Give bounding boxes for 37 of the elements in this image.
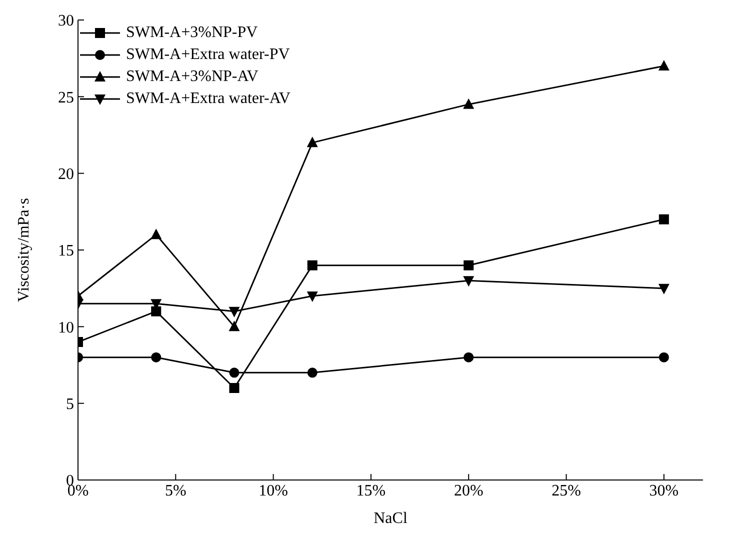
point [658, 214, 669, 224]
x-tick-label: 15% [356, 482, 386, 500]
x-tick-label: 10% [258, 482, 288, 500]
legend-label: SWM-A+3%NP-PV [126, 24, 258, 42]
point [658, 60, 670, 70]
point [464, 260, 474, 270]
legend-label: SWM-A+3%NP-AV [126, 68, 258, 86]
point [658, 352, 669, 362]
x-tick-label: 30% [649, 482, 679, 500]
point [229, 368, 240, 378]
point [306, 292, 318, 302]
x-tick-label: 25% [552, 482, 581, 500]
point [229, 383, 240, 393]
x-tick-label: 5% [164, 482, 186, 500]
point [463, 98, 474, 109]
point [228, 320, 240, 332]
x-axis-title: NaCl [374, 510, 408, 527]
point [228, 306, 240, 318]
point [151, 306, 162, 316]
y-axis-title: Viscosity/mPa·s [16, 198, 33, 302]
legend-label: SWM-A+Extra water-AV [126, 90, 290, 108]
legend-label: SWM-A+Extra water-PV [126, 46, 290, 64]
y-tick-label: 10 [58, 319, 74, 336]
point [150, 228, 162, 240]
point [463, 276, 474, 287]
point [151, 352, 162, 362]
point [464, 352, 474, 362]
y-tick-label: 5 [66, 396, 74, 414]
point [307, 368, 318, 378]
y-tick-label: 25 [58, 89, 74, 106]
point [306, 136, 318, 148]
x-tick-label: 20% [454, 482, 484, 500]
point [658, 284, 670, 294]
y-tick-label: 30 [58, 12, 74, 30]
point [307, 260, 318, 270]
y-tick-label: 15 [58, 242, 74, 260]
y-tick-label: 20 [58, 166, 74, 184]
